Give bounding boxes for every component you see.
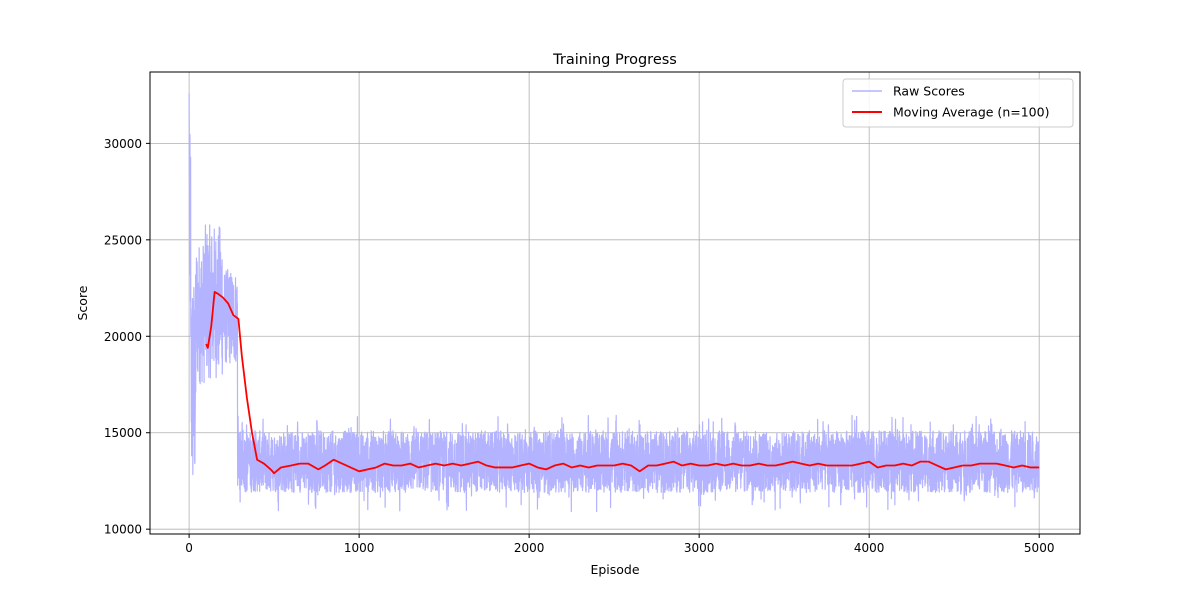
x-tick-label: 2000 bbox=[514, 541, 545, 555]
x-tick-label: 4000 bbox=[854, 541, 885, 555]
moving-average-line bbox=[205, 291, 1040, 475]
raw-scores-line bbox=[188, 93, 1040, 513]
y-axis-label: Score bbox=[75, 285, 90, 320]
grid-lines bbox=[150, 72, 1080, 534]
y-tick-label: 25000 bbox=[104, 233, 142, 247]
legend-box bbox=[842, 78, 1074, 128]
plot-frame bbox=[149, 71, 1081, 535]
chart-title: Training Progress bbox=[552, 52, 677, 68]
y-axis-ticks: 10000 15000 20000 25000 30000 bbox=[104, 137, 150, 537]
legend-label-raw-scores: Raw Scores bbox=[893, 84, 965, 99]
x-tick-label: 5000 bbox=[1024, 541, 1055, 555]
legend: Raw Scores Moving Average (n=100) bbox=[842, 78, 1074, 128]
y-tick-label: 30000 bbox=[104, 137, 142, 151]
y-tick-label: 10000 bbox=[104, 523, 142, 537]
x-axis-label: Episode bbox=[590, 562, 639, 577]
x-axis-ticks: 0 1000 2000 3000 4000 5000 bbox=[185, 534, 1054, 555]
raw-scores-layer bbox=[188, 93, 1040, 513]
x-tick-label: 1000 bbox=[344, 541, 375, 555]
legend-label-moving-average: Moving Average (n=100) bbox=[893, 105, 1049, 120]
x-tick-label: 0 bbox=[185, 541, 193, 555]
moving-average-layer bbox=[205, 291, 1040, 475]
y-tick-label: 15000 bbox=[104, 426, 142, 440]
x-tick-label: 3000 bbox=[684, 541, 715, 555]
y-tick-label: 20000 bbox=[104, 330, 142, 344]
